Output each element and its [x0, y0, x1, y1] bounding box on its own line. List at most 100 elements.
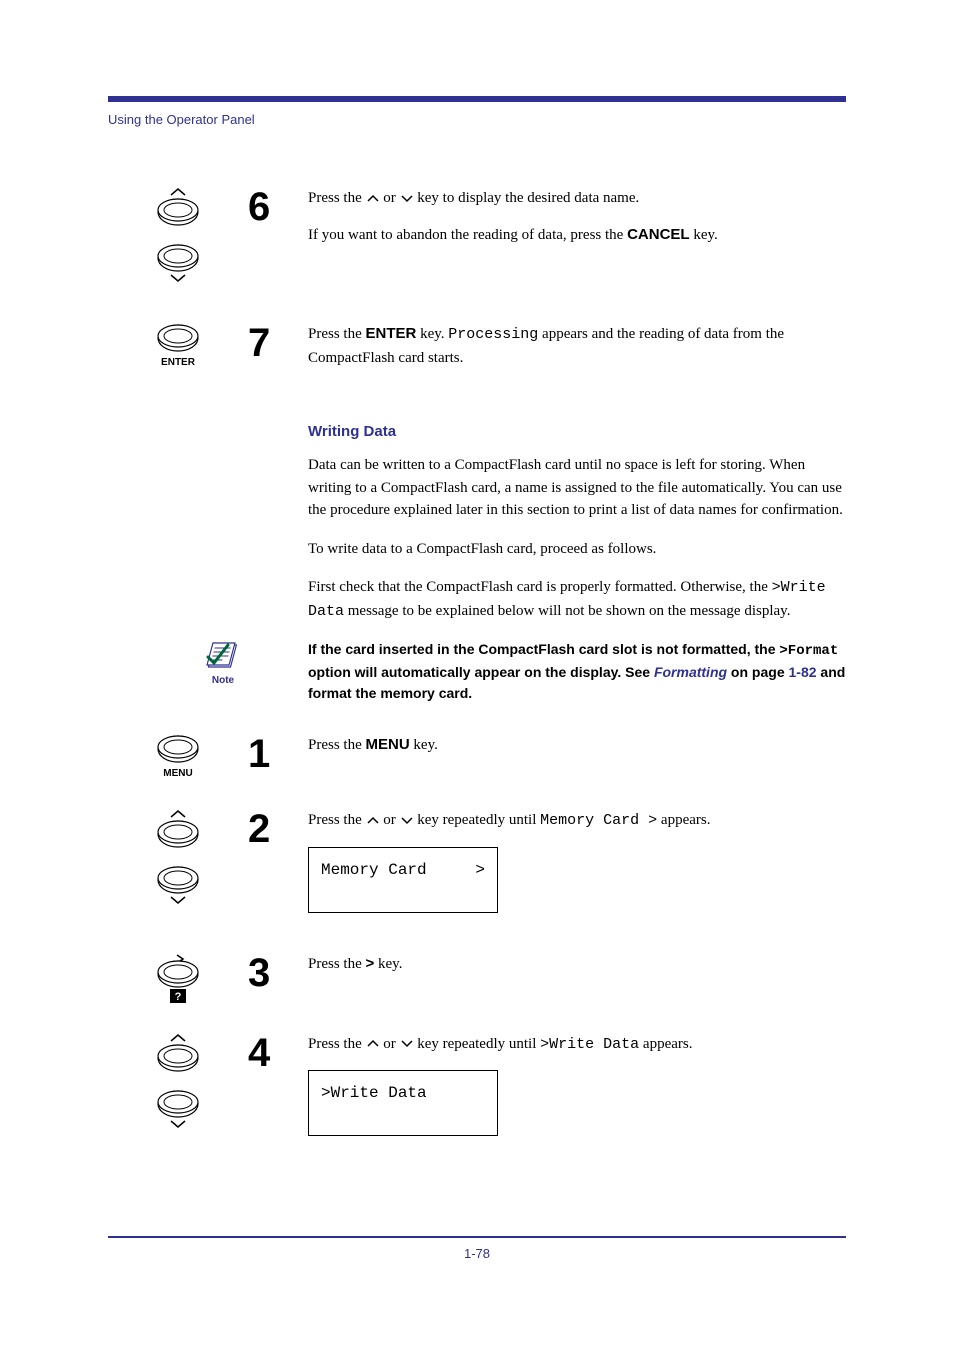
- text: Press the: [308, 737, 366, 753]
- chevron-up-icon: [366, 1039, 380, 1049]
- text: Press the: [308, 326, 366, 342]
- chevron-up-icon: [366, 816, 380, 826]
- text: If you want to abandon the reading of da…: [308, 227, 627, 243]
- text: option will automatically appear on the …: [308, 664, 654, 680]
- step-number: 2: [248, 809, 308, 849]
- text: Press the: [308, 190, 366, 206]
- chevron-up-icon: [169, 809, 187, 819]
- step-number: 4: [248, 1033, 308, 1073]
- enter-key-label: ENTER: [366, 325, 417, 342]
- text: on page: [727, 664, 788, 680]
- seq-step-4: 4 Press the or key repeatedly until >Wri…: [108, 1033, 846, 1137]
- page-root: Using the Operator Panel 6 Press the or …: [0, 96, 954, 1301]
- display-text-left: Memory Card: [321, 858, 427, 882]
- seq-1-icons: MENU: [108, 734, 248, 779]
- writing-data-heading: Writing Data: [308, 423, 846, 440]
- step-6-text: Press the or key to display the desired …: [308, 187, 846, 260]
- step-7-icons: ENTER: [108, 323, 248, 368]
- step-number: 1: [248, 734, 308, 774]
- chevron-up-icon: [169, 187, 187, 197]
- text: or: [383, 190, 399, 206]
- oval-button-icon: [156, 865, 200, 895]
- text: Press the: [308, 1036, 366, 1052]
- display-text-left: >Write Data: [321, 1081, 427, 1105]
- chevron-down-icon: [400, 1039, 414, 1049]
- format-code: >Format: [779, 643, 838, 659]
- oval-button-icon: [156, 323, 200, 353]
- enter-label: ENTER: [161, 357, 195, 368]
- oval-button-icon: [156, 959, 200, 989]
- lcd-display: >Write Data: [308, 1070, 498, 1136]
- oval-button-icon: [156, 197, 200, 227]
- text: Press the: [308, 812, 366, 828]
- text: key repeatedly until: [417, 1036, 540, 1052]
- note-icon: [204, 639, 242, 673]
- header-rule: [108, 96, 846, 102]
- text: If the card inserted in the CompactFlash…: [308, 641, 779, 657]
- chevron-up-icon: [366, 194, 380, 204]
- right-key-label: >: [366, 955, 375, 972]
- text: First check that the CompactFlash card i…: [308, 579, 772, 595]
- oval-button-icon: [156, 1043, 200, 1073]
- seq-1-text: Press the MENU key.: [308, 734, 846, 771]
- chevron-down-icon: [169, 273, 187, 283]
- note-icon-col: Note: [108, 639, 248, 686]
- seq-step-2: 2 Press the or key repeatedly until Memo…: [108, 809, 846, 913]
- page-ref-link[interactable]: 1-82: [789, 664, 817, 680]
- text: Press the: [308, 956, 366, 972]
- display-text-right: >: [475, 858, 485, 882]
- oval-button-icon: [156, 734, 200, 764]
- step-7-text: Press the ENTER key. Processing appears …: [308, 323, 846, 383]
- seq-3-icons: ?: [108, 953, 248, 1003]
- step-number: 3: [248, 953, 308, 993]
- writing-p2: To write data to a CompactFlash card, pr…: [308, 538, 846, 561]
- text: or: [383, 1036, 399, 1052]
- question-badge-icon: ?: [170, 989, 186, 1003]
- oval-button-icon: [156, 819, 200, 849]
- step-7: ENTER 7 Press the ENTER key. Processing …: [108, 323, 846, 383]
- memory-card-code: Memory Card >: [540, 812, 657, 829]
- page-number: 1-78: [0, 1246, 954, 1261]
- chevron-down-icon: [400, 816, 414, 826]
- cancel-key-label: CANCEL: [627, 226, 690, 243]
- chevron-up-icon: [169, 1033, 187, 1043]
- svg-text:?: ?: [175, 991, 182, 1003]
- note-caption: Note: [212, 675, 234, 686]
- writing-p3: First check that the CompactFlash card i…: [308, 576, 846, 623]
- text: message to be explained below will not b…: [344, 603, 790, 619]
- text: key.: [410, 737, 438, 753]
- seq-content: MENU 1 Press the MENU key. 2 Press the: [108, 734, 846, 1136]
- text: key repeatedly until: [417, 812, 540, 828]
- writing-p1: Data can be written to a CompactFlash ca…: [308, 454, 846, 522]
- menu-key-label: MENU: [366, 736, 410, 753]
- step-6: 6 Press the or key to display the desire…: [108, 187, 846, 283]
- footer-rule: [108, 1236, 846, 1238]
- seq-step-1: MENU 1 Press the MENU key.: [108, 734, 846, 779]
- text: appears.: [639, 1036, 692, 1052]
- seq-4-icons: [108, 1033, 248, 1129]
- step-number: 7: [248, 323, 308, 363]
- text: appears.: [657, 812, 710, 828]
- text: key.: [416, 326, 448, 342]
- oval-button-icon: [156, 243, 200, 273]
- content-area: 6 Press the or key to display the desire…: [108, 187, 846, 440]
- chevron-down-icon: [400, 194, 414, 204]
- lcd-display: Memory Card >: [308, 847, 498, 913]
- text: key.: [374, 956, 402, 972]
- step-6-icons: [108, 187, 248, 283]
- formatting-link[interactable]: Formatting: [654, 664, 727, 680]
- menu-label: MENU: [163, 768, 192, 779]
- chevron-down-icon: [169, 895, 187, 905]
- seq-2-text: Press the or key repeatedly until Memory…: [308, 809, 846, 913]
- text: key.: [693, 227, 717, 243]
- processing-code: Processing: [448, 326, 538, 343]
- note-text: If the card inserted in the CompactFlash…: [308, 639, 846, 704]
- breadcrumb[interactable]: Using the Operator Panel: [108, 112, 954, 127]
- chevron-down-icon: [169, 1119, 187, 1129]
- seq-4-text: Press the or key repeatedly until >Write…: [308, 1033, 846, 1137]
- text: or: [383, 812, 399, 828]
- write-data-code: >Write Data: [540, 1036, 639, 1053]
- seq-3-text: Press the > key.: [308, 953, 846, 990]
- oval-button-icon: [156, 1089, 200, 1119]
- text: key to display the desired data name.: [417, 190, 639, 206]
